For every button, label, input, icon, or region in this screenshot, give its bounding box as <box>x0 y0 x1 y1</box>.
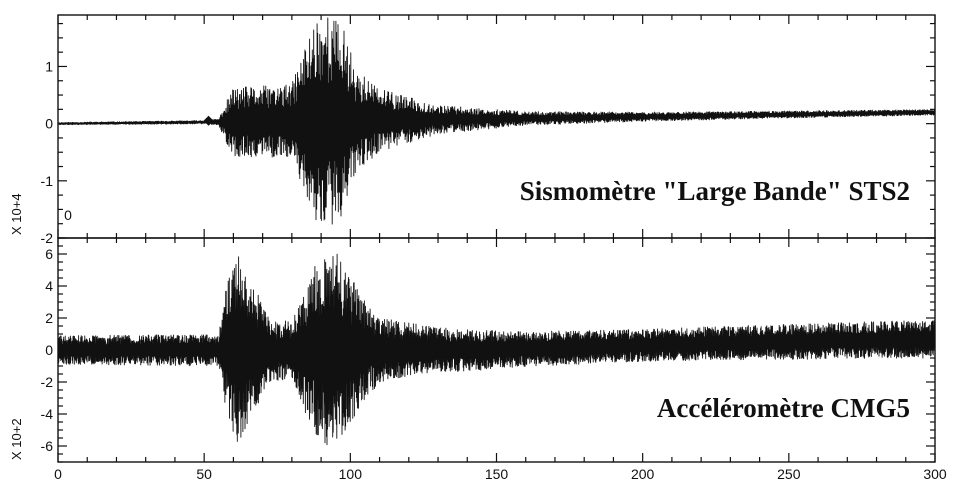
cmg5-y-tick-label: -6 <box>41 438 54 454</box>
cmg5-x-tick-label: 150 <box>485 466 509 482</box>
cmg5-x-tick-label: 300 <box>923 466 947 482</box>
sts2-y-tick-label: 1 <box>45 58 53 74</box>
sts2-arrival-marker <box>203 115 214 126</box>
sts2-panel-title: Sismomètre "Large Bande" STS2 <box>520 176 910 206</box>
sts2-y-exponent-label: X 10+4 <box>9 193 24 235</box>
sts2-y-tick-label: -1 <box>41 173 54 189</box>
panel-sts2: 1 0 -1 -2 <box>41 14 936 246</box>
cmg5-y-tick-label: -4 <box>41 406 54 422</box>
cmg5-y-tick-label: 0 <box>45 342 53 358</box>
cmg5-x-tick-label: 200 <box>631 466 655 482</box>
cmg5-x-tick-label: 100 <box>339 466 363 482</box>
sts2-corner-label: 0 <box>64 207 72 223</box>
cmg5-y-tick-label: 2 <box>45 310 53 326</box>
cmg5-series-trace <box>57 253 936 446</box>
cmg5-y-tick-label: 6 <box>45 246 53 262</box>
cmg5-x-tick-label: 0 <box>54 466 62 482</box>
cmg5-y-tick-label: -2 <box>41 374 54 390</box>
cmg5-panel-title: Accéléromètre CMG5 <box>657 393 910 423</box>
sts2-y-tick-label: -2 <box>41 230 54 246</box>
sts2-series-trace <box>57 17 936 225</box>
cmg5-y-tick-label: 4 <box>45 278 53 294</box>
cmg5-x-tick-label: 50 <box>196 466 212 482</box>
cmg5-x-tick-label: 250 <box>777 466 801 482</box>
sts2-y-tick-label: 0 <box>45 116 53 132</box>
cmg5-y-exponent-label: X 10+2 <box>9 418 24 460</box>
